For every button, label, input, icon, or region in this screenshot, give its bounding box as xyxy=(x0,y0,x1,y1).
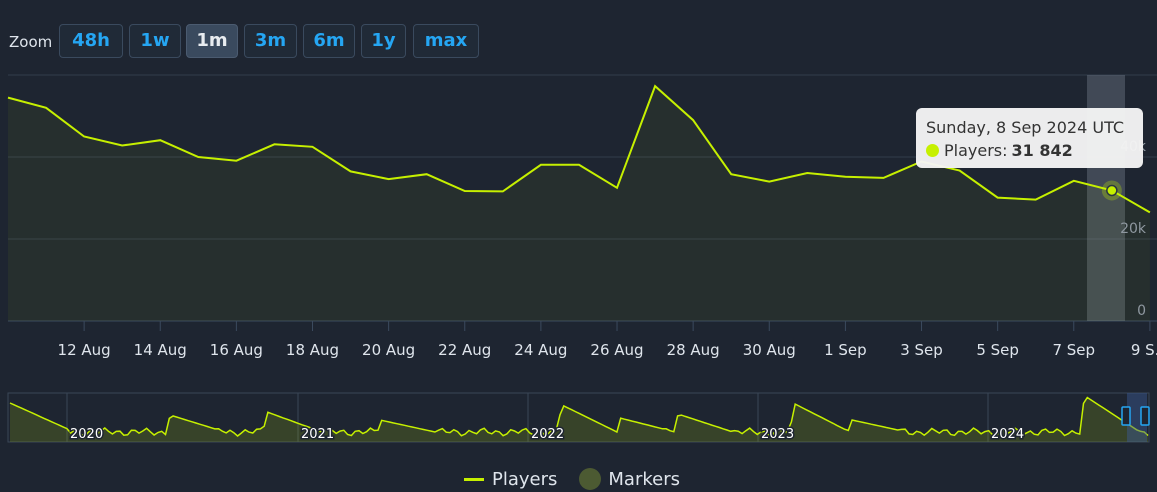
range-navigator[interactable]: 2020 2021 2022 2023 2024 xyxy=(7,392,1150,444)
zoom-48h-button[interactable]: 48h xyxy=(59,24,123,58)
x-tick-label: 5 Sep xyxy=(976,341,1019,359)
players-area xyxy=(8,86,1150,321)
legend-item-markers[interactable]: Markers xyxy=(579,468,680,490)
navigator-line xyxy=(9,396,1149,437)
navigator-selection xyxy=(1127,393,1147,442)
x-tick-label: 26 Aug xyxy=(590,341,643,359)
y-tick-label: 20k xyxy=(1120,221,1147,237)
tooltip-series-label: Players: xyxy=(944,141,1008,160)
legend-line-swatch xyxy=(464,477,484,481)
x-tick-label: 7 Sep xyxy=(1052,341,1095,359)
zoom-max-button[interactable]: max xyxy=(413,24,479,58)
x-tick-label: 20 Aug xyxy=(362,341,415,359)
tooltip: Sunday, 8 Sep 2024 UTC Players: 31 842 xyxy=(916,108,1143,168)
legend-label-markers: Markers xyxy=(608,468,680,490)
zoom-1y-button[interactable]: 1y xyxy=(361,24,406,58)
x-tick-label: 9 S... xyxy=(1131,341,1157,359)
zoom-bar: Zoom 48h 1w 1m 3m 6m 1y max xyxy=(0,0,1157,80)
navigator-year-label: 2022 xyxy=(531,427,564,442)
tooltip-date: Sunday, 8 Sep 2024 UTC xyxy=(926,118,1125,137)
highlight-point[interactable] xyxy=(1106,184,1118,197)
navigator-year-label: 2020 xyxy=(70,427,103,442)
zoom-label: Zoom xyxy=(9,33,53,51)
legend-label-players: Players xyxy=(492,468,558,490)
navigator-year-label: 2023 xyxy=(761,427,794,442)
x-tick-label: 28 Aug xyxy=(667,341,720,359)
navigator-area xyxy=(10,397,1148,442)
x-tick-label: 1 Sep xyxy=(824,341,867,359)
navigator-background xyxy=(7,392,1150,443)
legend: Players Markers xyxy=(464,467,702,491)
navigator-year-labels: 2020 2021 2022 2023 2024 xyxy=(69,426,1026,444)
tooltip-value: 31 842 xyxy=(1011,141,1073,160)
zoom-3m-button[interactable]: 3m xyxy=(244,24,297,58)
x-tick-label: 30 Aug xyxy=(743,341,796,359)
x-tick-label: 16 Aug xyxy=(210,341,263,359)
legend-dot-swatch xyxy=(579,468,602,490)
zoom-1m-button[interactable]: 1m xyxy=(186,24,238,58)
x-tick-label: 24 Aug xyxy=(514,341,567,359)
players-line xyxy=(7,84,1151,214)
tooltip-series-dot xyxy=(926,144,939,157)
zoom-6m-button[interactable]: 6m xyxy=(303,24,355,58)
x-tick-label: 18 Aug xyxy=(286,341,339,359)
zoom-1w-button[interactable]: 1w xyxy=(129,24,181,58)
x-tick-label: 14 Aug xyxy=(134,341,187,359)
y-tick-label: 0 xyxy=(1137,303,1146,319)
x-axis-ticks: 12 Aug 14 Aug 16 Aug 18 Aug 20 Aug 22 Aug 24 A… xyxy=(58,321,1157,359)
navigator-year-label: 2021 xyxy=(301,427,334,442)
navigator-left-handle[interactable] xyxy=(1121,406,1131,426)
x-tick-label: 22 Aug xyxy=(438,341,491,359)
x-tick-label: 3 Sep xyxy=(900,341,943,359)
navigator-right-handle[interactable] xyxy=(1140,406,1150,426)
x-tick-label: 12 Aug xyxy=(58,341,111,359)
navigator-year-label: 2024 xyxy=(991,427,1024,442)
legend-item-players[interactable]: Players xyxy=(464,469,557,490)
